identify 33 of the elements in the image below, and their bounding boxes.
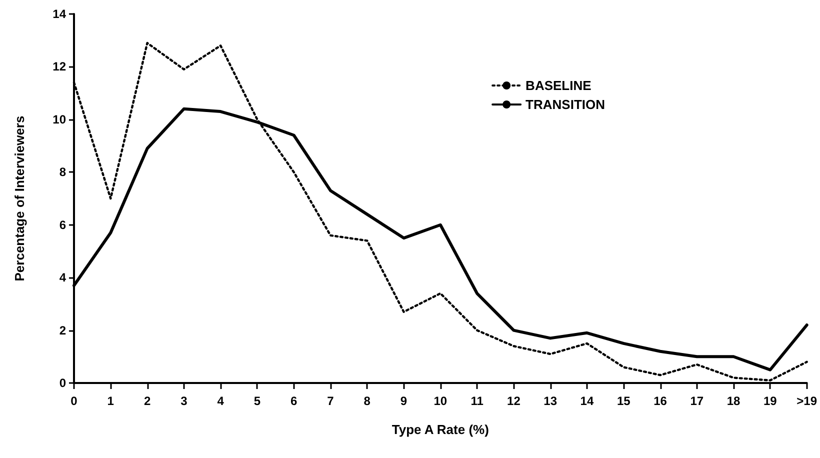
x-tick-label: 2: [144, 394, 151, 408]
x-tick-label: 12: [507, 394, 521, 408]
x-tick-label: 5: [254, 394, 261, 408]
x-tick-label: 6: [290, 394, 298, 408]
x-tick-label: 11: [470, 394, 484, 408]
y-tick-label: 12: [52, 60, 66, 74]
x-tick-label: 4: [217, 394, 224, 408]
x-tick-label: 3: [180, 394, 188, 408]
x-tick-label: 9: [400, 394, 408, 408]
x-tick-label: 13: [544, 394, 558, 408]
y-tick-label: 6: [59, 218, 66, 232]
y-axis-title: Percentage of Interviewers: [12, 116, 27, 282]
x-tick-label: 14: [580, 394, 594, 408]
x-tick-label: 16: [654, 394, 668, 408]
x-tick-label: 8: [364, 394, 371, 408]
x-tick-label: 7: [327, 394, 334, 408]
x-tick-label: 1: [107, 394, 114, 408]
legend-label: BASELINE: [526, 78, 592, 93]
legend-label: TRANSITION: [526, 97, 606, 112]
y-tick-label: 4: [59, 270, 66, 285]
x-axis-title: Type A Rate (%): [392, 422, 489, 437]
y-tick-label: 14: [52, 7, 66, 21]
x-tick-label: 17: [690, 394, 704, 408]
y-tick-label: 8: [59, 165, 66, 180]
x-tick-label: 15: [616, 394, 631, 408]
x-tick-label: 19: [764, 394, 778, 408]
y-tick-label: 10: [52, 112, 66, 126]
x-tick-label: 0: [70, 394, 78, 408]
x-tick-label: 18: [726, 394, 741, 408]
x-tick-label: >19: [796, 394, 818, 408]
y-tick-label: 0: [59, 376, 66, 390]
y-tick-label: 2: [59, 323, 66, 338]
x-tick-label: 10: [434, 394, 448, 408]
